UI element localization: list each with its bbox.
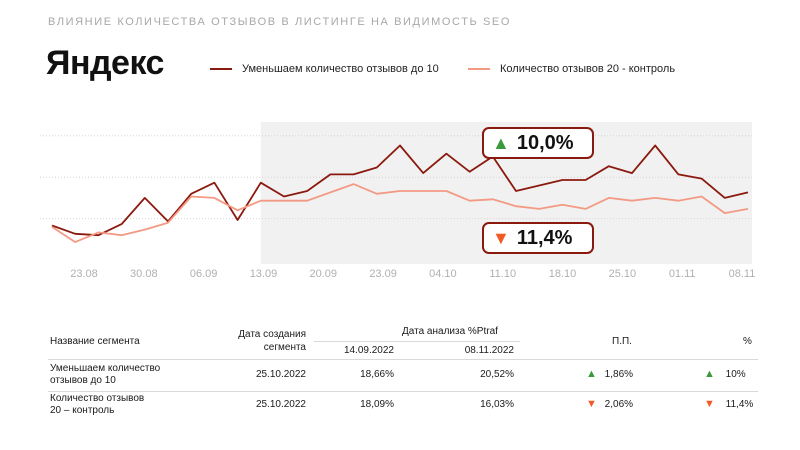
x-tick-label: 13.09 <box>250 268 278 280</box>
x-tick-label: 23.09 <box>369 268 397 280</box>
header-date-1: 14.09.2022 <box>343 345 394 356</box>
x-tick-label: 30.08 <box>130 268 158 280</box>
x-tick-label: 04.10 <box>429 268 457 280</box>
triangle-up-icon: ▲ <box>492 132 510 153</box>
report-subtitle: ВЛИЯНИЕ КОЛИЧЕСТВА ОТЗЫВОВ В ЛИСТИНГЕ НА… <box>48 16 512 28</box>
x-tick-label: 23.08 <box>70 268 98 280</box>
header-divider <box>314 341 520 342</box>
header-pp: П.П. <box>612 336 632 347</box>
row2-created: 25.10.2022 <box>255 399 306 410</box>
row2-value-1: 18,09% <box>360 399 394 410</box>
x-tick-label: 20.09 <box>310 268 338 280</box>
x-tick-label: 01.11 <box>669 268 696 280</box>
header-date-2: 08.11.2022 <box>464 345 514 356</box>
line-chart: 23.08 30.08 06.09 13.09 20.09 23.09 04.10 11.10… <box>40 122 756 280</box>
row-divider <box>48 391 758 392</box>
header-pct: % <box>743 336 752 347</box>
row2-pct-cell: ▼ 11,4% <box>704 398 753 411</box>
header-analysis: Дата анализа %Ptraf <box>402 326 498 337</box>
header-segment: Название сегмента <box>50 336 140 347</box>
row2-segment-line1: Количество отзывов <box>50 393 145 404</box>
triangle-down-icon: ▼ <box>704 398 715 410</box>
x-tick-label: 06.09 <box>190 268 218 280</box>
row1-segment-line2: отзывов до 10 <box>50 375 116 386</box>
legend-swatch-b <box>468 68 490 70</box>
row1-pct-cell: ▲ 10% <box>704 368 746 381</box>
row1-pct: 10% <box>725 369 746 380</box>
row2-pct: 11,4% <box>725 399 754 410</box>
change-badge-up: ▲ 10,0% <box>482 127 594 159</box>
triangle-up-icon: ▲ <box>586 368 597 380</box>
legend-series-b: Количество отзывов 20 - контроль <box>468 63 675 75</box>
row2-pp-cell: ▼ 2,06% <box>586 398 633 411</box>
header-created: Дата создания сегмента <box>238 329 306 353</box>
x-tick-label: 08.11 <box>729 268 756 280</box>
triangle-down-icon: ▼ <box>586 398 597 410</box>
row1-segment-line1: Уменьшаем количество <box>50 363 161 374</box>
legend-label-b: Количество отзывов 20 - контроль <box>500 63 676 75</box>
row2-segment-line2: 20 – контроль <box>50 405 115 416</box>
triangle-up-icon: ▲ <box>704 368 715 380</box>
brand-title: Яндекс <box>46 44 164 82</box>
triangle-down-icon: ▼ <box>492 227 510 248</box>
badge-down-value: 11,4% <box>516 226 573 249</box>
row2-value-2: 16,03% <box>480 399 514 410</box>
row1-pp: 1,86% <box>604 369 634 380</box>
row2-pp: 2,06% <box>604 399 634 410</box>
row1-created: 25.10.2022 <box>255 369 306 380</box>
row1-value-1: 18,66% <box>360 369 394 380</box>
row1-value-2: 20,52% <box>480 369 514 380</box>
badge-up-value: 10,0% <box>516 131 574 154</box>
x-tick-label: 25.10 <box>609 268 637 280</box>
legend-label-a: Уменьшаем количество отзывов до 10 <box>242 63 439 75</box>
series-line-2 <box>51 183 749 244</box>
row1-pp-cell: ▲ 1,86% <box>586 368 633 381</box>
header-bottom-line <box>48 359 758 360</box>
x-tick-label: 18.10 <box>549 268 577 280</box>
x-tick-label: 11.10 <box>489 268 516 280</box>
change-badge-down: ▼ 11,4% <box>482 222 594 254</box>
legend-swatch-a <box>210 68 232 70</box>
legend-series-a: Уменьшаем количество отзывов до 10 <box>210 63 439 75</box>
